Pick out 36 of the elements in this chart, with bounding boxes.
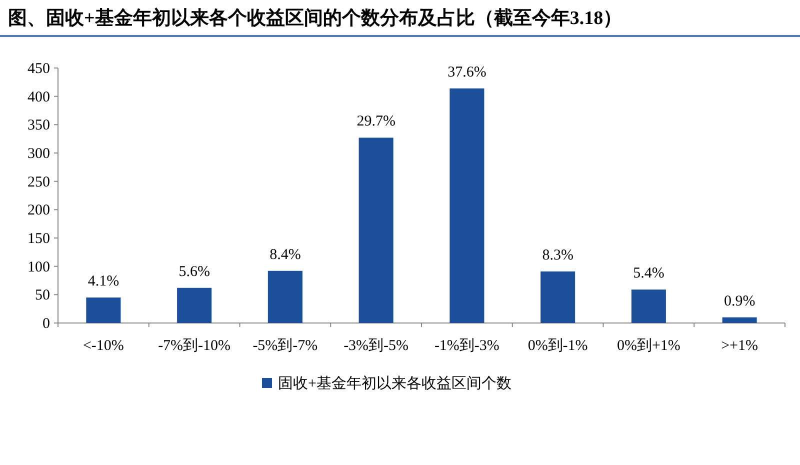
bar bbox=[358, 138, 394, 323]
y-tick-label: 250 bbox=[28, 174, 50, 190]
chart-title: 图、固收+基金年初以来各个收益区间的个数分布及占比（截至今年3.18） bbox=[8, 7, 622, 29]
y-tick-label: 400 bbox=[28, 89, 50, 106]
annotation: 37.6% bbox=[448, 64, 486, 80]
y-tick-label: 200 bbox=[28, 202, 50, 219]
annotation: 29.7% bbox=[356, 114, 396, 130]
y-tick-label: 150 bbox=[28, 231, 50, 247]
bar bbox=[631, 290, 666, 323]
x-tick-label: 0%到-1% bbox=[528, 338, 588, 354]
bar bbox=[177, 288, 212, 323]
bar bbox=[722, 317, 757, 323]
annotation: 0.9% bbox=[724, 293, 756, 310]
x-tick-label: -1%到-3% bbox=[434, 338, 500, 354]
bar bbox=[86, 298, 121, 323]
y-tick-label: 350 bbox=[28, 118, 50, 134]
x-tick-label: -3%到-5% bbox=[344, 338, 409, 354]
annotation: 5.4% bbox=[633, 266, 664, 282]
y-tick-label: 50 bbox=[35, 288, 50, 304]
x-tick-label: >+1% bbox=[721, 338, 758, 354]
legend-label: 固收+基金年初以来各收益区间个数 bbox=[278, 375, 512, 392]
annotation: 8.3% bbox=[542, 247, 574, 264]
y-tick-label: 0 bbox=[42, 316, 50, 332]
annotation: 5.6% bbox=[178, 264, 210, 280]
x-tick-label: 0%到+1% bbox=[616, 338, 680, 354]
y-tick-label: 100 bbox=[28, 259, 50, 276]
bar bbox=[268, 270, 302, 323]
annotation: 4.1% bbox=[88, 274, 120, 290]
y-tick-label: 450 bbox=[28, 61, 50, 77]
x-tick-label: -5%到-7% bbox=[252, 338, 318, 354]
y-tick-label: 300 bbox=[28, 146, 50, 162]
x-tick-label: -7%到-10% bbox=[158, 338, 231, 354]
annotation: 8.4% bbox=[270, 246, 301, 263]
x-tick-label: <-10% bbox=[82, 338, 124, 354]
bar bbox=[450, 88, 484, 323]
bar bbox=[540, 271, 576, 323]
